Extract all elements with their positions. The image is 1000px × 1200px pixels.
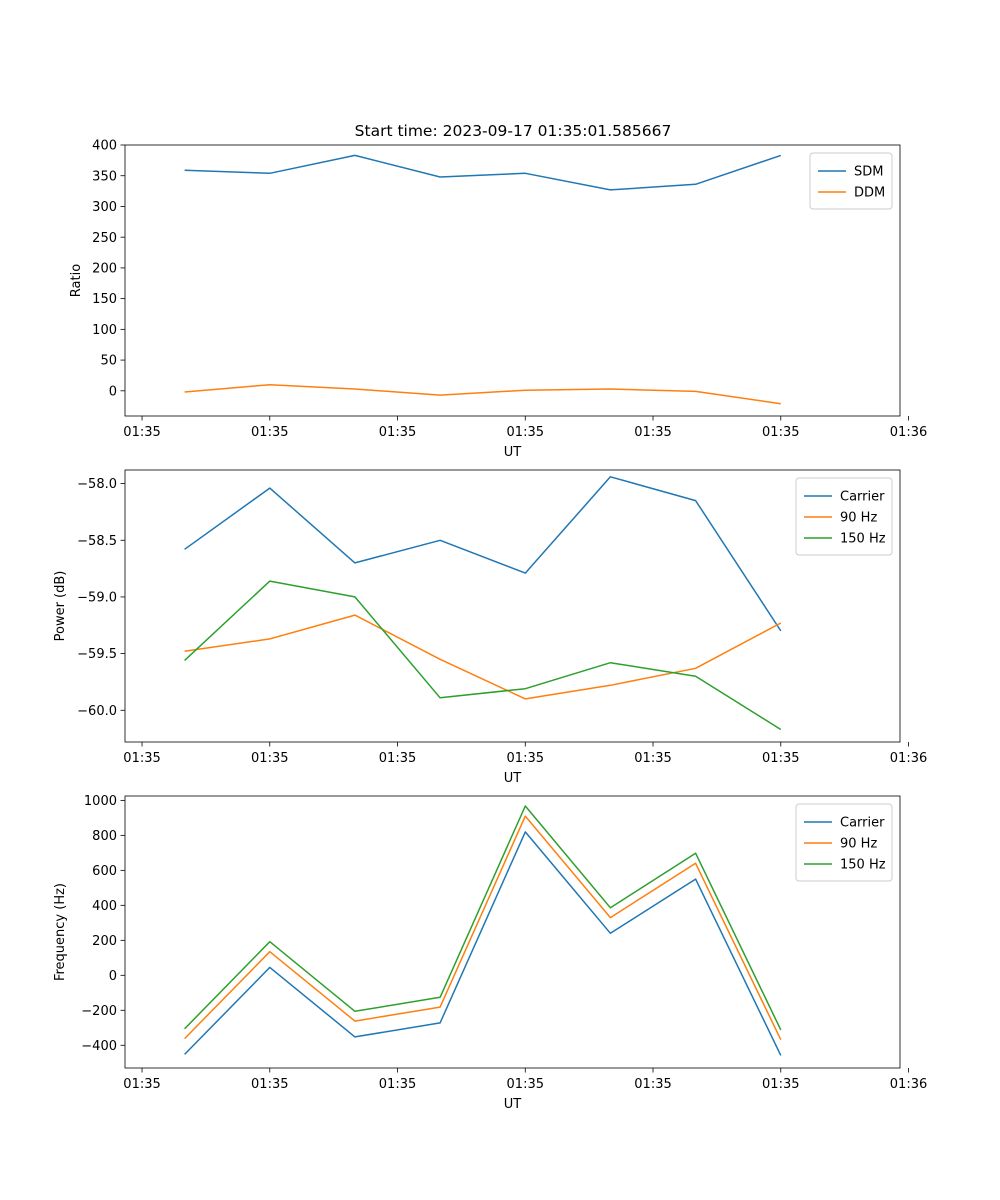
x-tick-label: 01:35 (507, 1077, 544, 1092)
chart-panel-2: 01:35 01:35 01:35 01:35 01:35 01:35 01:36 −60.0… (53, 469, 927, 786)
y-axis-label: Ratio (69, 264, 84, 297)
x-tick-label: 01:35 (379, 751, 416, 766)
y-tick-label: 0 (109, 969, 117, 984)
chart-panels: 01:35 01:35 01:35 01:35 01:35 01:35 01:36 0 50 10… (53, 139, 927, 1112)
y-tick-label: 300 (92, 200, 117, 215)
x-tick-label: 01:35 (634, 425, 671, 440)
axes-frame (124, 144, 901, 417)
x-tick-label: 01:36 (890, 751, 927, 766)
x-tick-label: 01:35 (379, 1077, 416, 1092)
y-tick-label: −200 (81, 1004, 117, 1019)
y-tick-label: 1000 (84, 794, 117, 809)
y-tick-label: 350 (92, 169, 117, 184)
axes-frame (124, 795, 901, 1069)
legend-entry: Carrier (840, 816, 885, 831)
y-tick-label: 150 (92, 292, 117, 307)
legend-entry: DDM (854, 186, 885, 201)
y-tick-label: −400 (81, 1039, 117, 1054)
x-tick-label: 01:35 (379, 425, 416, 440)
series-line-carrier (184, 476, 782, 632)
y-tick-label: −59.0 (77, 591, 117, 606)
x-tick-label: 01:35 (251, 751, 288, 766)
legend: Carrier 90 Hz 150 Hz (795, 477, 893, 556)
x-tick-label: 01:35 (762, 425, 799, 440)
x-tick-label: 01:35 (251, 425, 288, 440)
x-tick-label: 01:35 (507, 751, 544, 766)
legend-entry: SDM (854, 165, 883, 180)
figure-title: Start time: 2023-09-17 01:35:01.585667 (355, 122, 672, 140)
x-tick-label: 01:35 (123, 1077, 160, 1092)
y-tick-label: 250 (92, 231, 117, 246)
x-tick-label: 01:35 (507, 425, 544, 440)
y-tick-label: −60.0 (77, 704, 117, 719)
x-axis-label: UT (504, 445, 522, 460)
y-tick-label: −58.5 (77, 534, 117, 549)
y-tick-label: 600 (92, 864, 117, 879)
x-tick-label: 01:35 (762, 751, 799, 766)
y-axis-label: Frequency (Hz) (53, 883, 68, 981)
x-tick-label: 01:36 (890, 1077, 927, 1092)
legend-entry: Carrier (840, 490, 885, 505)
series-line-ddm (184, 383, 781, 405)
chart-panel-1: 01:35 01:35 01:35 01:35 01:35 01:35 01:36 0 50 10… (69, 139, 927, 460)
y-tick-label: 800 (92, 829, 117, 844)
series-line-sdm (184, 154, 782, 191)
axes-frame (124, 469, 901, 743)
x-axis-label: UT (504, 771, 522, 786)
series-line-90-hz (184, 815, 782, 1041)
y-tick-label: −59.5 (77, 647, 117, 662)
x-axis-label: UT (504, 1097, 522, 1112)
series-group (184, 154, 782, 405)
legend-box (795, 477, 893, 556)
legend: Carrier 90 Hz 150 Hz (795, 803, 893, 882)
legend-box (809, 152, 893, 210)
y-tick-label: 400 (92, 139, 117, 154)
series-line-90-hz (184, 614, 782, 700)
x-tick-label: 01:36 (890, 425, 927, 440)
x-tick-label: 01:35 (762, 1077, 799, 1092)
legend-entry: 150 Hz (840, 532, 886, 547)
legend-entry: 150 Hz (840, 858, 886, 873)
x-tick-label: 01:35 (634, 1077, 671, 1092)
y-tick-label: −58.0 (77, 477, 117, 492)
y-tick-label: 0 (109, 384, 117, 399)
legend: SDM DDM (809, 152, 893, 210)
legend-entry: 90 Hz (840, 511, 877, 526)
y-tick-label: 200 (92, 934, 117, 949)
x-tick-label: 01:35 (634, 751, 671, 766)
legend-box (795, 803, 893, 882)
y-axis-label: Power (dB) (53, 571, 68, 642)
legend-entry: 90 Hz (840, 837, 877, 852)
chart-panel-3: 01:35 01:35 01:35 01:35 01:35 01:35 01:36 −400 −… (53, 794, 927, 1112)
series-line-150-hz (184, 805, 782, 1031)
y-tick-label: 400 (92, 899, 117, 914)
x-tick-label: 01:35 (251, 1077, 288, 1092)
x-tick-label: 01:35 (123, 425, 160, 440)
series-line-carrier (184, 831, 782, 1056)
series-group (184, 805, 782, 1056)
series-group (184, 476, 782, 731)
series-line-150-hz (184, 580, 782, 731)
y-tick-label: 200 (92, 262, 117, 277)
y-tick-label: 50 (100, 354, 117, 369)
y-tick-label: 100 (92, 323, 117, 338)
x-tick-label: 01:35 (123, 751, 160, 766)
